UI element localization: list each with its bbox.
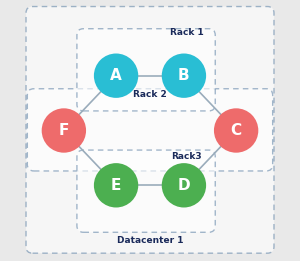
Text: Rack 2: Rack 2 (133, 90, 167, 99)
Circle shape (94, 54, 138, 98)
FancyBboxPatch shape (77, 29, 215, 111)
Text: Rack3: Rack3 (171, 152, 202, 161)
Text: E: E (111, 178, 121, 193)
Circle shape (162, 54, 206, 98)
Text: A: A (110, 68, 122, 83)
Text: C: C (231, 123, 242, 138)
FancyBboxPatch shape (26, 7, 274, 253)
Text: B: B (178, 68, 190, 83)
Circle shape (94, 163, 138, 207)
Circle shape (162, 163, 206, 207)
Circle shape (42, 108, 86, 153)
FancyBboxPatch shape (77, 150, 215, 232)
Text: Rack 1: Rack 1 (170, 28, 203, 37)
Circle shape (214, 108, 258, 153)
Text: D: D (178, 178, 190, 193)
Text: F: F (59, 123, 69, 138)
Text: Datacenter 1: Datacenter 1 (117, 236, 183, 245)
FancyBboxPatch shape (27, 89, 273, 171)
